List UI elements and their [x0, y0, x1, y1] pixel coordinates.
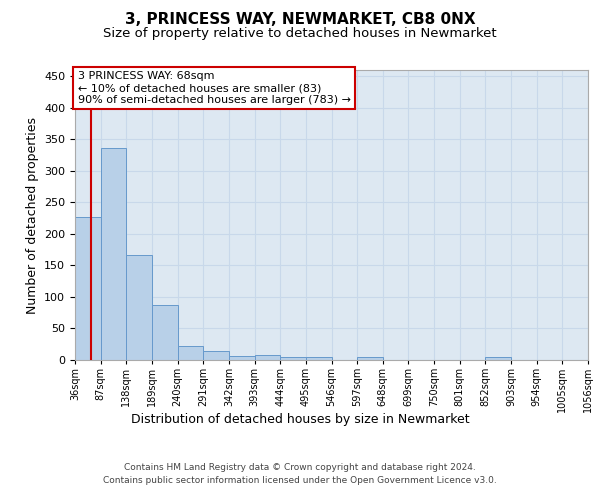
Bar: [229, 356, 254, 360]
Bar: [306, 358, 331, 360]
Text: Contains HM Land Registry data © Crown copyright and database right 2024.: Contains HM Land Registry data © Crown c…: [124, 462, 476, 471]
Bar: [357, 357, 383, 360]
Bar: [254, 355, 280, 360]
Y-axis label: Number of detached properties: Number of detached properties: [26, 116, 38, 314]
Bar: [203, 350, 229, 360]
Text: Size of property relative to detached houses in Newmarket: Size of property relative to detached ho…: [103, 28, 497, 40]
Text: Contains public sector information licensed under the Open Government Licence v3: Contains public sector information licen…: [103, 476, 497, 485]
Bar: [280, 357, 306, 360]
Text: Distribution of detached houses by size in Newmarket: Distribution of detached houses by size …: [131, 412, 469, 426]
Bar: [485, 358, 511, 360]
Text: 3, PRINCESS WAY, NEWMARKET, CB8 0NX: 3, PRINCESS WAY, NEWMARKET, CB8 0NX: [125, 12, 475, 28]
Text: 3 PRINCESS WAY: 68sqm
← 10% of detached houses are smaller (83)
90% of semi-deta: 3 PRINCESS WAY: 68sqm ← 10% of detached …: [77, 72, 350, 104]
Bar: [178, 346, 203, 360]
Bar: [101, 148, 127, 360]
Bar: [127, 254, 152, 360]
Bar: [152, 304, 178, 360]
Bar: [75, 217, 101, 360]
